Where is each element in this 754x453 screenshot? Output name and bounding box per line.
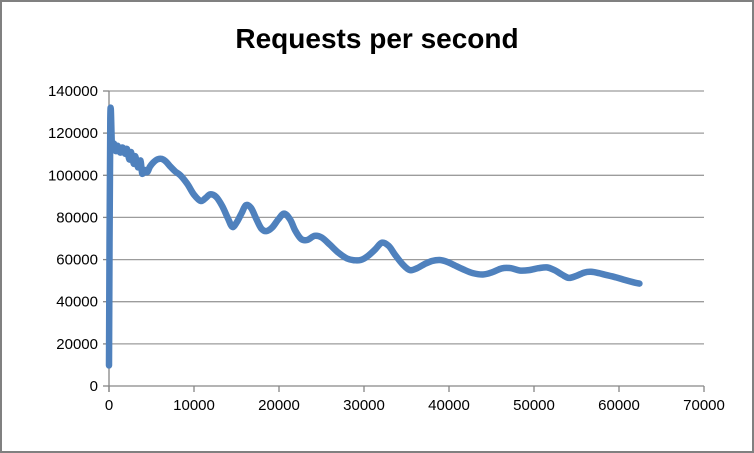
y-tick-label: 120000 [48, 125, 98, 142]
x-tick-label: 10000 [173, 397, 215, 414]
x-tick-label: 60000 [598, 397, 640, 414]
y-tick-label: 40000 [56, 294, 98, 311]
x-tick-label: 20000 [258, 397, 300, 414]
y-tick-label: 100000 [48, 167, 98, 184]
series-line [105, 104, 643, 369]
x-tick-label: 50000 [513, 397, 555, 414]
x-tick-label: 30000 [343, 397, 385, 414]
x-tick-label: 0 [105, 397, 113, 414]
y-tick-label: 60000 [56, 252, 98, 269]
y-tick-label: 0 [90, 378, 98, 395]
y-tick-label: 140000 [48, 83, 98, 100]
chart-title: Requests per second [235, 23, 519, 54]
y-tick-label: 20000 [56, 336, 98, 353]
x-tick-label: 70000 [683, 397, 725, 414]
y-tick-label: 80000 [56, 209, 98, 226]
x-tick-label: 40000 [428, 397, 470, 414]
